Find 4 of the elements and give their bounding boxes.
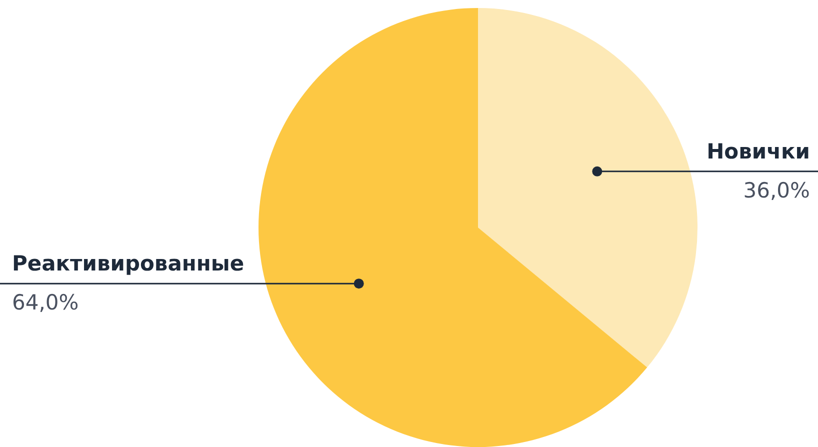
data-label: 36,0% (743, 178, 810, 202)
slice-label: Новички (706, 139, 810, 164)
data-label: 64,0% (12, 290, 79, 315)
slice-label: Реактивированные (12, 252, 244, 276)
